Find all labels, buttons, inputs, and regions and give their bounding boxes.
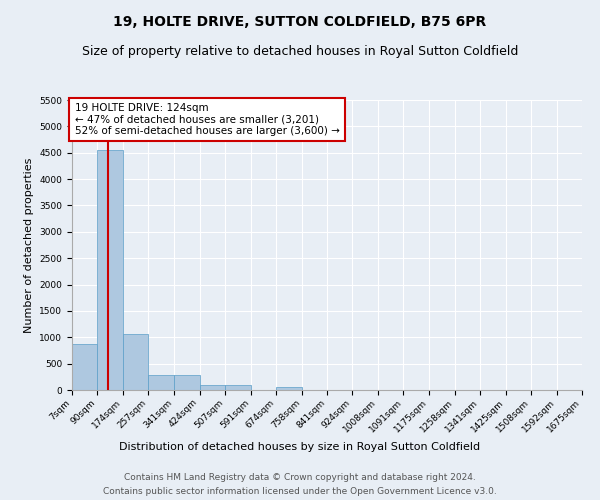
Bar — [276, 387, 302, 390]
Text: Distribution of detached houses by size in Royal Sutton Coldfield: Distribution of detached houses by size … — [119, 442, 481, 452]
Text: 19 HOLTE DRIVE: 124sqm
← 47% of detached houses are smaller (3,201)
52% of semi-: 19 HOLTE DRIVE: 124sqm ← 47% of detached… — [74, 103, 340, 136]
Bar — [97, 150, 123, 390]
Text: Contains public sector information licensed under the Open Government Licence v3: Contains public sector information licen… — [103, 488, 497, 496]
Bar — [123, 334, 148, 390]
Text: 19, HOLTE DRIVE, SUTTON COLDFIELD, B75 6PR: 19, HOLTE DRIVE, SUTTON COLDFIELD, B75 6… — [113, 15, 487, 29]
Bar — [148, 375, 174, 390]
Y-axis label: Number of detached properties: Number of detached properties — [24, 158, 34, 332]
Text: Size of property relative to detached houses in Royal Sutton Coldfield: Size of property relative to detached ho… — [82, 45, 518, 58]
Bar — [199, 386, 225, 390]
Bar — [174, 375, 199, 390]
Bar — [225, 386, 251, 390]
Text: Contains HM Land Registry data © Crown copyright and database right 2024.: Contains HM Land Registry data © Crown c… — [124, 472, 476, 482]
Bar — [72, 344, 97, 390]
